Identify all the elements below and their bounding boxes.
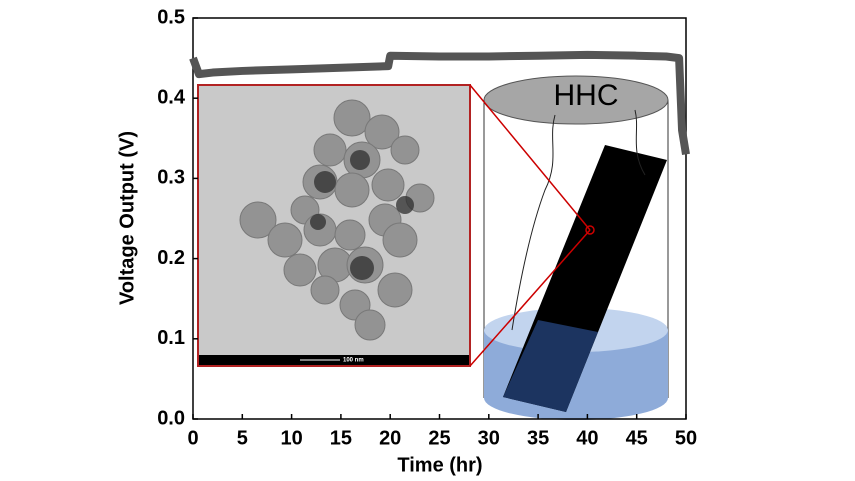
y-tick-label: 0.2 (157, 247, 185, 269)
dark-cores (310, 150, 414, 280)
x-tick-label: 40 (576, 427, 598, 449)
zoom-spot (585, 225, 595, 235)
zoom-line (469, 84, 591, 231)
x-tick-label: 15 (330, 427, 352, 449)
x-tick-label: 10 (280, 427, 302, 449)
cylinder-top (483, 75, 669, 125)
x-tick-label: 5 (237, 427, 248, 449)
x-tick-label: 30 (478, 427, 500, 449)
wire (634, 109, 646, 176)
zoom-line (469, 229, 591, 367)
y-tick-label: 0.3 (157, 167, 185, 189)
electrode-submerged (503, 320, 598, 412)
x-tick-label: 45 (626, 427, 648, 449)
voltage-line (189, 50, 690, 155)
x-tick-label: 25 (428, 427, 450, 449)
wire (511, 114, 556, 331)
y-tick-label: 0.1 (157, 327, 185, 349)
y-axis-label: Voltage Output (V) (116, 131, 138, 305)
x-tick-label: 50 (675, 427, 697, 449)
tem-inset: 100 nm (197, 84, 471, 367)
y-tick-label: 0.4 (157, 86, 186, 108)
hhc-label: HHC (554, 79, 619, 112)
x-tick-label: 0 (187, 427, 198, 449)
x-axis-label: Time (hr) (397, 454, 482, 476)
scale-label: 100 nm (343, 358, 364, 364)
schematic: HHC (469, 75, 669, 420)
y-tick-label: 0.5 (157, 6, 185, 28)
x-tick-label: 35 (527, 427, 549, 449)
x-tick-label: 20 (379, 427, 401, 449)
y-tick-label: 0.0 (157, 407, 185, 429)
